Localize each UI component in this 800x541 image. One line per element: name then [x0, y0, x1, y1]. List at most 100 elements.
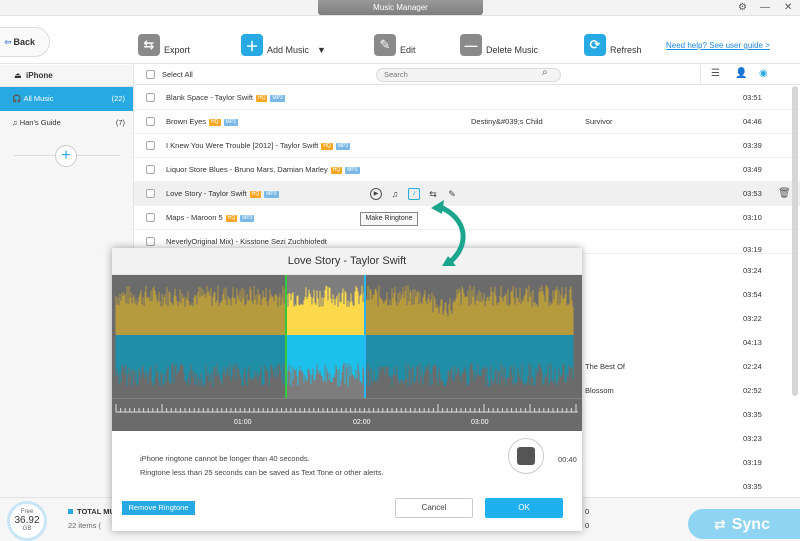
add-music-icon: ＋ — [241, 34, 263, 56]
minimize-button[interactable]: — — [760, 2, 770, 13]
song-duration: 03:35 — [743, 410, 762, 419]
search-icon[interactable]: ⌕ — [542, 67, 548, 78]
row-checkbox[interactable] — [146, 165, 155, 174]
free-value: 36.92 — [14, 515, 40, 526]
artist-view-icon[interactable]: 👤 — [735, 68, 748, 79]
delete-icon: — — [460, 34, 482, 56]
song-duration: 03:35 — [743, 482, 762, 491]
row-checkbox[interactable] — [146, 189, 155, 198]
trash-icon[interactable]: 🗑 — [778, 188, 791, 199]
back-arrow-icon: ⇦ — [4, 37, 12, 47]
help-link[interactable]: Need help? See user guide > — [666, 41, 770, 50]
edit-button[interactable]: ✎ Edit — [374, 30, 416, 56]
add-music-label: Add Music — [267, 45, 310, 55]
edit-song-icon[interactable]: ✎ — [448, 189, 456, 199]
table-row[interactable]: Blank Space - Taylor Swift HQ MP3 03:51 — [134, 86, 800, 110]
scrollbar[interactable] — [792, 86, 798, 396]
export-label: Export — [164, 45, 191, 55]
song-duration: 04:46 — [743, 117, 762, 126]
add-playlist-button[interactable]: + — [55, 145, 77, 167]
song-duration: 03:49 — [743, 165, 762, 174]
song-duration: 03:54 — [743, 290, 762, 299]
waveform[interactable] — [112, 275, 582, 398]
song-duration: 02:52 — [743, 386, 762, 395]
ok-button[interactable]: OK — [485, 498, 563, 518]
export-button[interactable]: ⇆ Export — [138, 30, 190, 56]
gear-icon[interactable]: ⚙ — [738, 2, 747, 13]
play-icon[interactable]: ▶ — [370, 188, 382, 200]
add-to-playlist-icon[interactable]: ♫ — [391, 189, 399, 199]
song-duration: 03:23 — [743, 434, 762, 443]
headphones-icon: 🎧 — [12, 94, 22, 103]
sync-label: Sync — [731, 516, 770, 533]
song-title: NeverlyOriginal Mix) - Kisstone Sezi Zuc… — [166, 237, 327, 246]
add-music-button[interactable]: ＋ Add Music ▼ — [241, 30, 326, 56]
song-list: Blank Space - Taylor Swift HQ MP3 03:51 Br… — [134, 86, 800, 254]
remove-ringtone-button[interactable]: Remove Ringtone — [122, 501, 195, 515]
sidebar-item-count: (22) — [111, 94, 125, 103]
song-genre: Blossom — [585, 386, 614, 395]
stop-icon — [517, 447, 535, 465]
sidebar-item-all-music[interactable]: 🎧 All Music (22) — [0, 87, 133, 111]
back-button[interactable]: ⇦ Back — [0, 27, 50, 57]
refresh-icon: ⟳ — [584, 34, 606, 56]
free-unit: GB — [22, 526, 32, 532]
row-checkbox[interactable] — [146, 117, 155, 126]
make-ringtone-tooltip: Make Ringtone — [360, 212, 418, 226]
sync-button[interactable]: ⇄ Sync — [688, 509, 800, 539]
total-music: TOTAL MU — [68, 507, 115, 516]
chevron-down-icon[interactable]: ▼ — [317, 45, 326, 55]
song-genre: Survivor — [585, 117, 613, 126]
eject-icon: ⏏ — [14, 71, 22, 80]
back-label: Back — [13, 37, 36, 47]
dialog-title: Love Story - Taylor Swift — [112, 248, 582, 275]
export-icon: ⇆ — [138, 34, 160, 56]
search-input[interactable]: Search — [376, 68, 561, 82]
timeline-label: 02:00 — [353, 419, 371, 426]
select-all-checkbox[interactable] — [146, 70, 155, 79]
table-row-selected[interactable]: Love Story - Taylor Swift HQ MP3 ▶ ♫ ♪ ⇆ ✎… — [134, 182, 800, 206]
song-title: Love Story - Taylor Swift HQ MP3 — [166, 189, 279, 198]
refresh-button[interactable]: ⟳ Refresh — [584, 30, 642, 56]
row-checkbox[interactable] — [146, 141, 155, 150]
song-duration: 03:51 — [743, 93, 762, 102]
edit-icon: ✎ — [374, 34, 396, 56]
song-title: Brown Eyes HQ MP3 — [166, 117, 238, 126]
row-checkbox[interactable] — [146, 213, 155, 222]
cancel-button[interactable]: Cancel — [395, 498, 473, 518]
table-row[interactable]: Maps - Maroon 5 HQ MP3 03:10 — [134, 206, 800, 230]
device-header[interactable]: ⏏ iPhone — [0, 65, 133, 87]
curved-arrow-icon — [431, 200, 466, 266]
make-ringtone-icon[interactable]: ♪ — [408, 188, 420, 200]
table-row[interactable]: I Knew You Were Trouble [2012] - Taylor … — [134, 134, 800, 158]
sidebar: ⏏ iPhone 🎧 All Music (22) ♫ Han's Guide … — [0, 65, 134, 497]
sidebar-item-count: (7) — [115, 118, 125, 127]
song-duration: 03:53 — [743, 189, 762, 198]
close-button[interactable]: ✕ — [784, 2, 793, 13]
table-row[interactable]: Liquor Store Blues - Bruno Mars, Damian … — [134, 158, 800, 182]
table-row[interactable]: Brown Eyes HQ MP3 Destiny&#039;s Child Sur… — [134, 110, 800, 134]
delete-music-button[interactable]: — Delete Music — [460, 30, 538, 56]
row-checkbox[interactable] — [146, 93, 155, 102]
song-duration: 03:19 — [743, 245, 762, 254]
ringtone-length: 00:40 — [558, 455, 577, 464]
album-view-icon[interactable]: ◉ — [759, 68, 768, 79]
select-all-label: Select All — [162, 70, 193, 79]
row-checkbox[interactable] — [146, 237, 155, 246]
delete-label: Delete Music — [486, 45, 539, 55]
list-view-icon[interactable]: ☰ — [711, 68, 720, 79]
stop-button[interactable] — [508, 438, 544, 474]
sidebar-item-hans-guide[interactable]: ♫ Han's Guide (7) — [0, 111, 133, 135]
sidebar-item-label: Han's Guide — [19, 118, 61, 127]
waveform-svg — [115, 275, 574, 398]
song-title: Maps - Maroon 5 HQ MP3 — [166, 213, 255, 222]
footer-value: 0 — [585, 507, 590, 516]
timeline[interactable]: 01:00 02:00 03:00 — [112, 398, 582, 431]
ringtone-note: iPhone ringtone cannot be longer than 40… — [140, 452, 384, 480]
title-bar: Music Manager ⚙ — ✕ — [0, 0, 800, 16]
edit-label: Edit — [400, 45, 416, 55]
export-song-icon[interactable]: ⇆ — [429, 189, 437, 199]
row-actions: ▶ ♫ ♪ ⇆ ✎ — [370, 182, 458, 206]
device-name: iPhone — [26, 71, 53, 80]
storage-indicator: Free 36.92 GB — [7, 501, 47, 541]
